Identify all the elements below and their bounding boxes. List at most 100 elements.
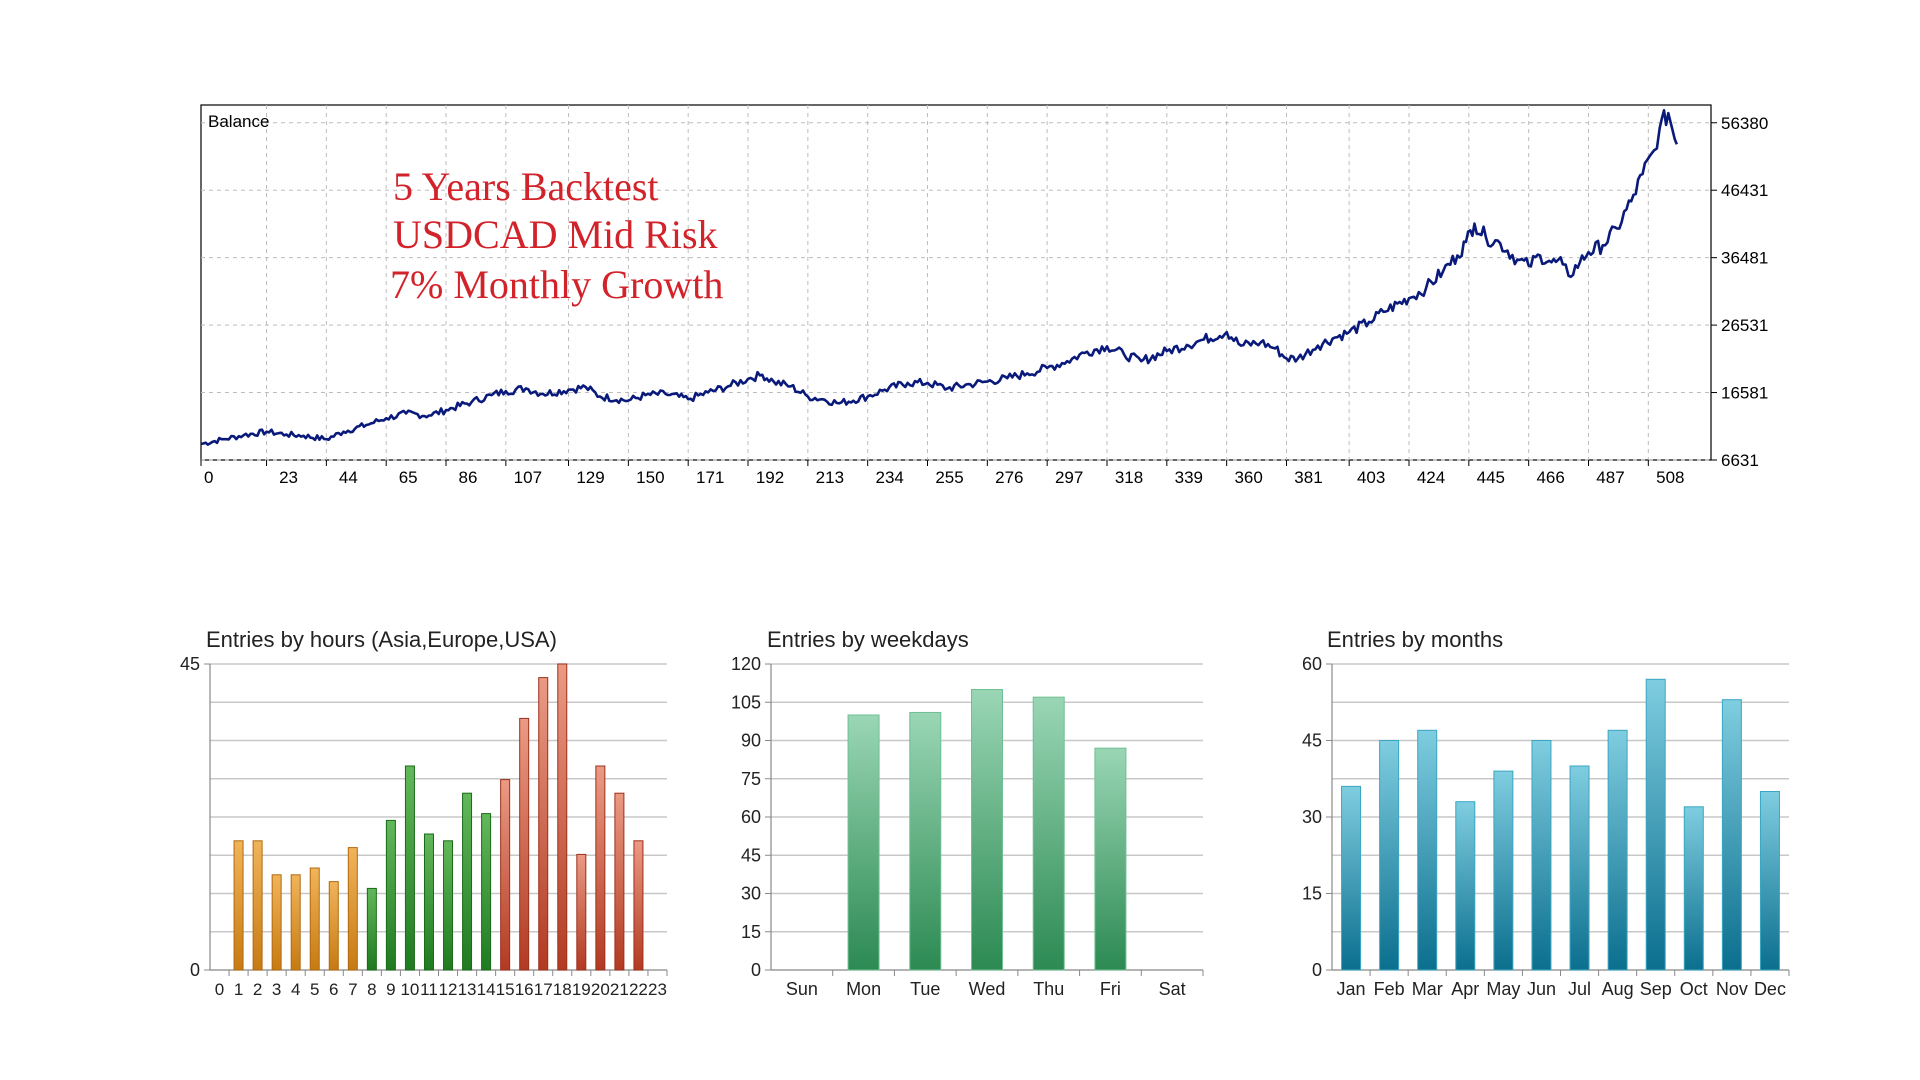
months-bar	[1531, 740, 1552, 971]
weekdays-x-tick-label: Sat	[1159, 979, 1186, 999]
weekdays-y-tick-label: 105	[731, 692, 761, 712]
weekdays-y-tick-label: 45	[741, 845, 761, 865]
hours-title: Entries by hours (Asia,Europe,USA)	[206, 627, 557, 652]
balance-line	[200, 109, 1679, 446]
hours-x-tick-label: 7	[348, 980, 357, 999]
months-bar	[1683, 806, 1704, 971]
annotation-line-3: 7% Monthly Growth	[390, 262, 723, 307]
months-y-tick-label: 0	[1312, 960, 1322, 980]
months-x-tick-label: Dec	[1754, 979, 1786, 999]
hours-bar	[233, 840, 244, 971]
hours-bar	[385, 819, 396, 971]
hours-x-tick-label: 20	[591, 980, 610, 999]
hours-x-tick-label: 0	[215, 980, 224, 999]
balance-x-tick-label: 318	[1115, 468, 1143, 487]
weekdays-x-tick-label: Sun	[786, 979, 818, 999]
balance-x-tick-label: 297	[1055, 468, 1083, 487]
hours-bar	[595, 765, 606, 971]
months-x-tick-label: Feb	[1374, 979, 1405, 999]
months-x-tick-label: May	[1486, 979, 1520, 999]
hours-x-tick-label: 10	[400, 980, 419, 999]
months-bar	[1379, 740, 1400, 971]
balance-x-tick-label: 339	[1175, 468, 1203, 487]
hours-bar	[633, 840, 644, 971]
annotation-line-2: USDCAD Mid Risk	[393, 212, 718, 257]
weekdays-x-tick-label: Mon	[846, 979, 881, 999]
hours-bar	[519, 717, 530, 971]
hours-x-tick-label: 21	[610, 980, 629, 999]
hours-bar	[366, 887, 377, 971]
hours-x-tick-label: 13	[458, 980, 477, 999]
balance-y-tick-label: 26531	[1721, 316, 1768, 335]
weekdays-y-tick-label: 15	[741, 922, 761, 942]
weekdays-x-tick-label: Fri	[1100, 979, 1121, 999]
hours-bar	[481, 813, 492, 971]
hours-x-tick-label: 5	[310, 980, 319, 999]
hours-bar	[252, 840, 263, 971]
balance-title: Balance	[208, 112, 269, 131]
weekdays-bar	[1094, 747, 1127, 971]
hours-x-tick-label: 18	[553, 980, 572, 999]
balance-x-tick-label: 381	[1294, 468, 1322, 487]
weekdays-title: Entries by weekdays	[767, 627, 969, 652]
hours-y-tick-label: 0	[190, 960, 200, 980]
balance-x-tick-label: 23	[279, 468, 298, 487]
balance-y-tick-label: 46431	[1721, 181, 1768, 200]
weekdays-y-tick-label: 90	[741, 731, 761, 751]
weekdays-x-tick-label: Wed	[969, 979, 1006, 999]
annotation-line-1: 5 Years Backtest	[393, 164, 659, 209]
weekdays-bar	[971, 689, 1003, 971]
hours-x-tick-label: 15	[496, 980, 515, 999]
hours-bar	[404, 765, 415, 971]
balance-annotation: 5 Years Backtest USDCAD Mid Risk 7% Mont…	[390, 164, 723, 307]
months-bar	[1607, 729, 1628, 971]
hours-bar	[309, 867, 320, 971]
balance-y-tick-label: 6631	[1721, 451, 1759, 470]
weekdays-x-tick-label: Thu	[1033, 979, 1064, 999]
months-x-tick-label: Aug	[1602, 979, 1634, 999]
balance-x-tick-label: 213	[816, 468, 844, 487]
balance-chart: Balance 5 Years Backtest USDCAD Mid Risk…	[200, 104, 1768, 487]
balance-x-tick-label: 466	[1536, 468, 1564, 487]
months-x-tick-label: Jan	[1337, 979, 1366, 999]
hours-x-tick-label: 2	[253, 980, 262, 999]
months-bar	[1645, 678, 1666, 971]
balance-x-tick-label: 403	[1357, 468, 1385, 487]
hours-x-tick-label: 22	[629, 980, 648, 999]
hours-x-tick-label: 8	[367, 980, 376, 999]
weekdays-y-tick-label: 0	[751, 960, 761, 980]
balance-x-tick-label: 129	[576, 468, 604, 487]
balance-x-tick-label: 192	[756, 468, 784, 487]
months-bar	[1455, 801, 1476, 971]
balance-x-tick-label: 65	[399, 468, 418, 487]
months-chart: Entries by months 0 15 30 45 60 Jan Feb Mar Apr M…	[1302, 627, 1790, 999]
balance-x-tick-label: 276	[995, 468, 1023, 487]
balance-x-tick-label: 107	[514, 468, 542, 487]
balance-y-tick-label: 16581	[1721, 384, 1768, 403]
months-x-tick-label: Apr	[1451, 979, 1479, 999]
hours-x-tick-label: 3	[272, 980, 281, 999]
balance-y-tick-label: 56380	[1721, 114, 1768, 133]
weekdays-x-tick-label: Tue	[910, 979, 940, 999]
months-bar	[1721, 699, 1742, 971]
balance-x-tick-label: 86	[459, 468, 478, 487]
weekdays-y-tick-label: 120	[731, 654, 761, 674]
hours-bar	[347, 847, 358, 971]
hours-bar	[614, 792, 625, 971]
balance-x-tick-label: 255	[935, 468, 963, 487]
hours-x-tick-label: 19	[572, 980, 591, 999]
hours-bar	[538, 677, 549, 971]
balance-x-tick-label: 234	[875, 468, 903, 487]
months-x-tick-label: Jul	[1568, 979, 1591, 999]
months-y-tick-label: 15	[1302, 884, 1322, 904]
hours-bar	[328, 881, 339, 971]
weekdays-y-tick-label: 60	[741, 807, 761, 827]
balance-x-ticks: 0 23 44 65 86 107 129 150 171 192 213 234 255 276 297 3…	[200, 460, 1685, 487]
weekdays-bar	[847, 714, 880, 971]
months-title: Entries by months	[1327, 627, 1503, 652]
balance-y-ticks: 6631 16581 26531 36481 46431 56380	[1711, 114, 1768, 470]
months-x-tick-label: Mar	[1412, 979, 1443, 999]
months-x-tick-label: Nov	[1716, 979, 1748, 999]
balance-x-tick-label: 508	[1656, 468, 1684, 487]
